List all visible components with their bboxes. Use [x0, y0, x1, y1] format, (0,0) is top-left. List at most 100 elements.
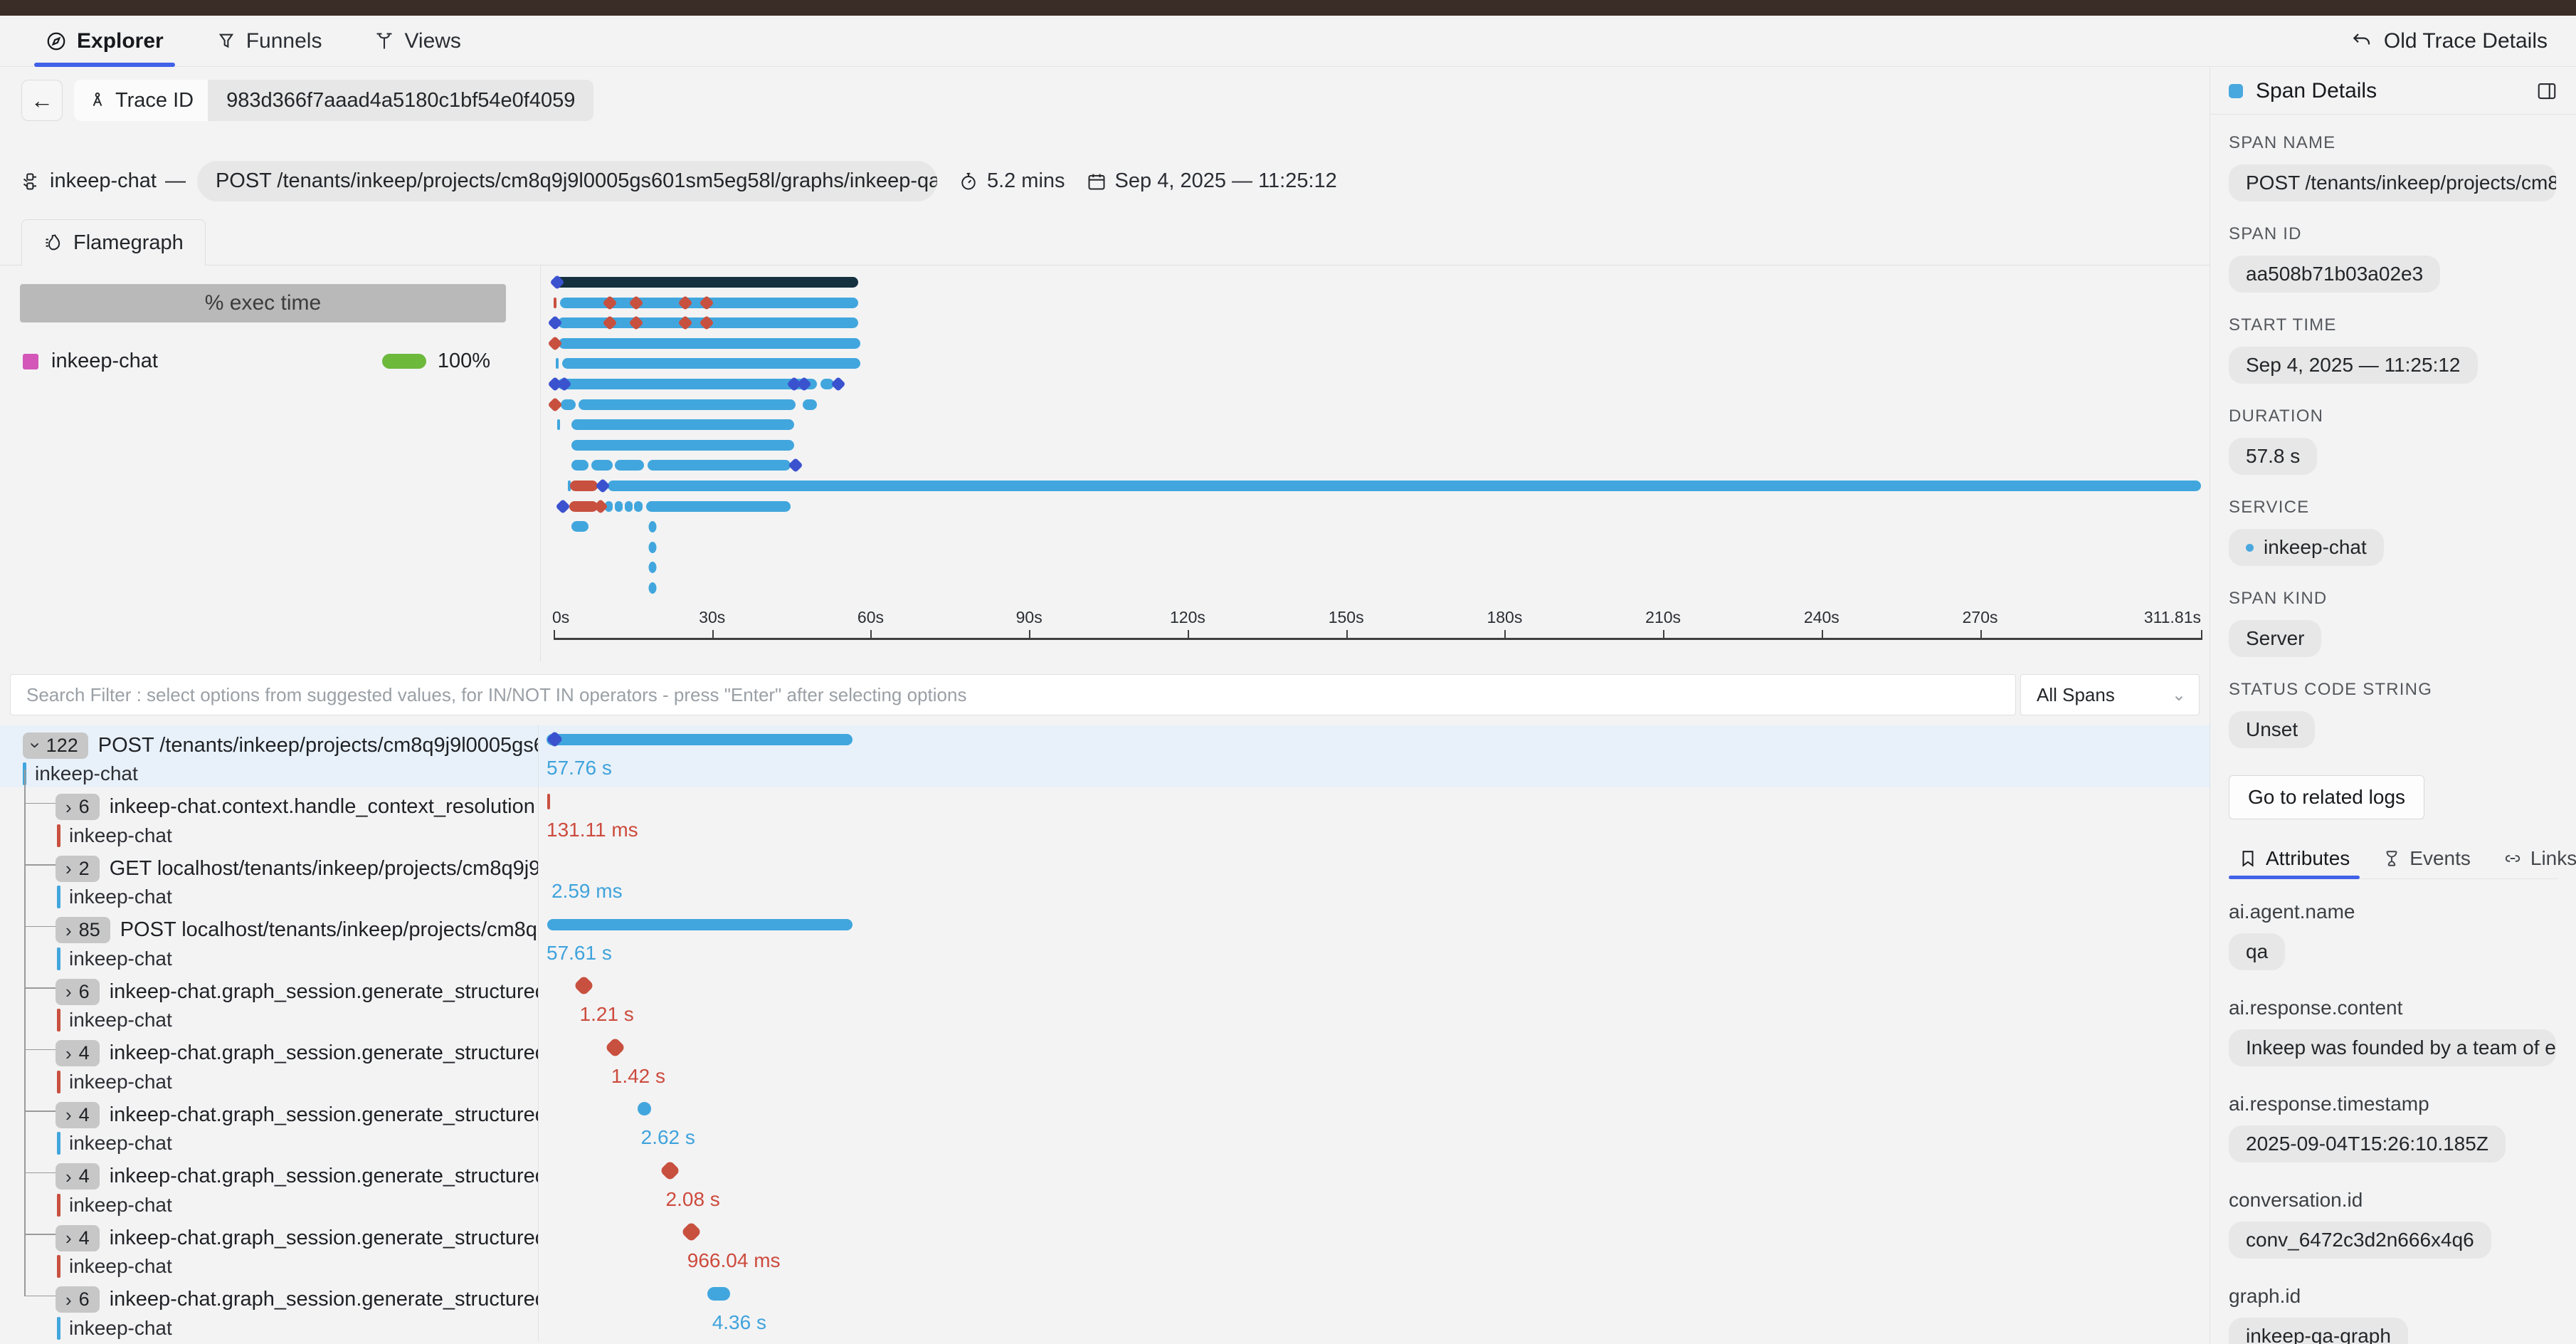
span-row[interactable]: › 6 inkeep-chat.graph_session.generate_str…: [0, 972, 2210, 1034]
attribute-value[interactable]: inkeep-qa-graph: [2229, 1318, 2408, 1344]
span-name-text[interactable]: inkeep-chat.graph_session.generate_struc…: [109, 1288, 538, 1311]
flamegraph-span-bar[interactable]: [571, 521, 588, 532]
span-row[interactable]: › 4 inkeep-chat.graph_session.generate_str…: [0, 1033, 2210, 1096]
expand-toggle-badge[interactable]: › 2: [56, 855, 100, 882]
tab-attributes[interactable]: Attributes: [2229, 838, 2360, 879]
attribute-value[interactable]: qa: [2229, 933, 2286, 970]
detail-field-value[interactable]: aa508b71b03a02e3: [2229, 256, 2441, 293]
span-row[interactable]: › 2 GET localhost/tenants/inkeep/projects/…: [0, 849, 2210, 910]
flamegraph-span-bar[interactable]: [554, 277, 859, 288]
flamegraph-span-dot[interactable]: [648, 582, 657, 594]
span-name-text[interactable]: inkeep-chat.graph_session.generate_struc…: [109, 1041, 538, 1064]
span-name-text[interactable]: POST localhost/tenants/inkeep/projects/c…: [120, 918, 538, 941]
expand-toggle-badge[interactable]: › 6: [56, 978, 100, 1005]
span-name-text[interactable]: inkeep-chat.graph_session.generate_struc…: [109, 1165, 538, 1187]
flamegraph-event-diamond[interactable]: [547, 397, 563, 412]
waterfall-duration-bar[interactable]: [547, 734, 853, 745]
flamegraph-rows[interactable]: [547, 274, 2201, 603]
flamegraph-event-diamond[interactable]: [830, 376, 847, 392]
span-name-text[interactable]: inkeep-chat.graph_session.generate_struc…: [109, 1103, 538, 1126]
attribute-value[interactable]: conv_6472c3d2n666x4q6: [2229, 1222, 2491, 1259]
span-row[interactable]: › 6 inkeep-chat.graph_session.generate_str…: [0, 1279, 2210, 1341]
span-waterfall-cell[interactable]: 57.61 s: [539, 910, 2210, 972]
expand-toggle-badge[interactable]: › 4: [56, 1101, 100, 1128]
flamegraph-span-tick[interactable]: [556, 419, 560, 431]
flamegraph-span-bar[interactable]: [561, 399, 576, 410]
waterfall-duration-dot[interactable]: [637, 1102, 651, 1115]
flamegraph-span-bar[interactable]: [604, 500, 613, 512]
detail-field-value[interactable]: POST /tenants/inkeep/projects/cm8q9j...: [2229, 164, 2556, 201]
collapse-toggle-badge[interactable]: › 122: [23, 732, 88, 759]
span-row[interactable]: › 4 inkeep-chat.graph_session.generate_str…: [0, 1218, 2210, 1280]
detail-field-value[interactable]: Unset: [2229, 711, 2316, 748]
waterfall-duration-pill[interactable]: [707, 1286, 731, 1301]
span-row[interactable]: › 85 POST localhost/tenants/inkeep/project…: [0, 910, 2210, 972]
flamegraph-span-bar[interactable]: [634, 500, 643, 512]
span-waterfall-cell[interactable]: 1.21 s: [539, 972, 2210, 1034]
back-button[interactable]: ←: [21, 80, 63, 121]
span-name-text[interactable]: inkeep-chat.graph_session.generate_struc…: [109, 1226, 538, 1249]
attribute-value[interactable]: Inkeep was founded by a team of eigh...: [2229, 1029, 2556, 1066]
flamegraph-span-bar[interactable]: [571, 460, 588, 471]
panel-toggle-icon[interactable]: [2536, 80, 2557, 102]
detail-field-value[interactable]: Sep 4, 2025 — 11:25:12: [2229, 347, 2478, 384]
waterfall-error-marker[interactable]: [659, 1160, 681, 1181]
span-scope-select[interactable]: All Spans ⌄: [2020, 674, 2200, 715]
waterfall-error-marker[interactable]: [680, 1221, 702, 1243]
span-name-text[interactable]: inkeep-chat.graph_session.generate_struc…: [109, 980, 538, 1003]
detail-field-value[interactable]: Server: [2229, 620, 2322, 657]
flamegraph-span-bar[interactable]: [645, 500, 791, 512]
go-to-related-logs-button[interactable]: Go to related logs: [2229, 775, 2425, 819]
root-endpoint[interactable]: POST /tenants/inkeep/projects/cm8q9j9l00…: [196, 161, 937, 201]
flamegraph-span-bar[interactable]: [569, 500, 598, 512]
search-filter-box[interactable]: [10, 674, 2016, 715]
waterfall-duration-bar[interactable]: [547, 918, 853, 930]
flamegraph-span-dot[interactable]: [648, 562, 657, 574]
flamegraph-span-bar[interactable]: [571, 439, 794, 451]
tab-links[interactable]: Links: [2493, 838, 2576, 878]
old-trace-details-button[interactable]: Old Trace Details: [2351, 29, 2548, 53]
flamegraph-span-bar[interactable]: [591, 460, 613, 471]
expand-toggle-badge[interactable]: › 4: [56, 1163, 100, 1190]
tab-explorer[interactable]: Explorer: [30, 16, 179, 67]
tab-events[interactable]: Events: [2372, 838, 2481, 878]
span-waterfall-cell[interactable]: 2.08 s: [539, 1157, 2210, 1219]
span-name-text[interactable]: GET localhost/tenants/inkeep/projects/cm…: [109, 856, 538, 880]
flamegraph-span-dot[interactable]: [648, 541, 657, 553]
search-filter-input[interactable]: [26, 683, 2000, 706]
waterfall-error-marker[interactable]: [604, 1036, 626, 1058]
flamegraph-span-tick[interactable]: [554, 297, 556, 308]
flamegraph-span-dot[interactable]: [648, 521, 657, 533]
waterfall-error-marker[interactable]: [573, 975, 595, 997]
expand-toggle-badge[interactable]: › 85: [56, 917, 110, 943]
expand-toggle-badge[interactable]: › 6: [56, 1286, 100, 1313]
flamegraph-span-tick[interactable]: [567, 481, 571, 491]
tab-views[interactable]: Views: [359, 16, 476, 66]
flamegraph-span-bar[interactable]: [614, 500, 623, 512]
span-row[interactable]: › 122 POST /tenants/inkeep/projects/cm8q9j…: [0, 725, 2210, 787]
span-row[interactable]: › 6 inkeep-chat.context.handle_context_res…: [0, 787, 2210, 849]
span-waterfall-cell[interactable]: 966.04 ms: [539, 1218, 2210, 1280]
span-waterfall-cell[interactable]: 2.62 s: [539, 1095, 2210, 1157]
expand-toggle-badge[interactable]: › 4: [56, 1224, 100, 1251]
flamegraph-span-bar[interactable]: [820, 379, 834, 389]
flamegraph-span-bar[interactable]: [608, 481, 2201, 491]
attribute-value[interactable]: 2025-09-04T15:26:10.185Z: [2229, 1125, 2506, 1162]
tab-flamegraph[interactable]: Flamegraph: [21, 219, 206, 266]
span-waterfall-cell[interactable]: 1.42 s: [539, 1034, 2210, 1096]
flamegraph-span-bar[interactable]: [571, 419, 794, 431]
flamegraph-event-diamond[interactable]: [547, 335, 563, 351]
flamegraph-event-diamond[interactable]: [593, 498, 608, 514]
flamegraph-event-diamond[interactable]: [788, 458, 803, 473]
span-waterfall-cell[interactable]: 131.11 ms: [539, 787, 2210, 849]
flamegraph-span-bar[interactable]: [624, 500, 633, 512]
flamegraph-span-bar[interactable]: [558, 337, 860, 349]
flamegraph-span-bar[interactable]: [556, 379, 818, 389]
tab-funnels[interactable]: Funnels: [201, 16, 338, 66]
flamegraph-span-bar[interactable]: [647, 460, 791, 471]
flamegraph-event-diamond[interactable]: [595, 478, 611, 494]
span-name-text[interactable]: POST /tenants/inkeep/projects/cm8q9j9l00…: [97, 733, 538, 757]
flamegraph-span-bar[interactable]: [578, 399, 796, 410]
detail-field-value[interactable]: inkeep-chat: [2229, 529, 2384, 566]
span-waterfall-cell[interactable]: 2.59 ms: [539, 849, 2210, 910]
